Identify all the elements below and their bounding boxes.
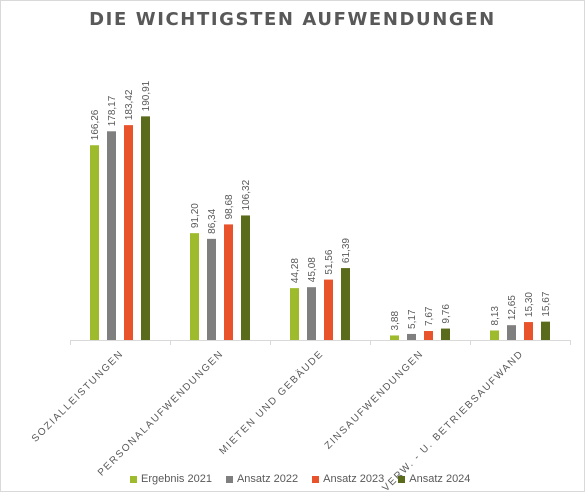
legend-label: Ansatz 2022 <box>236 473 299 485</box>
bar <box>407 333 416 340</box>
bar <box>141 116 150 340</box>
data-label: 51,56 <box>324 249 335 274</box>
legend-swatch <box>130 475 137 483</box>
bar <box>524 322 533 340</box>
legend-item: Ansatz 2022 <box>225 473 299 485</box>
data-label: 98,68 <box>224 194 235 219</box>
legend-swatch <box>225 475 233 483</box>
category-label: MIETEN UND GEBÄUDE <box>217 348 326 457</box>
bar <box>307 287 316 340</box>
legend-item: Ergebnis 2021 <box>130 473 212 485</box>
legend-label: Ansatz 2024 <box>409 473 471 485</box>
bar <box>441 328 450 340</box>
data-label: 106,32 <box>241 179 252 210</box>
bar <box>90 145 99 340</box>
data-label: 166,26 <box>90 109 101 140</box>
data-label: 86,34 <box>207 208 218 233</box>
chart-title: DIE WICHTIGSTEN AUFWENDUNGEN <box>89 9 496 30</box>
legend-item: Ansatz 2024 <box>398 473 470 485</box>
bar <box>290 288 299 340</box>
data-label: 61,39 <box>341 238 352 263</box>
category-label: ZINSAUFWENDUNGEN <box>323 348 426 451</box>
data-label: 44,28 <box>290 258 301 283</box>
legend-swatch <box>398 475 406 483</box>
legend-label: Ergebnis 2021 <box>141 473 212 485</box>
data-label: 8,13 <box>490 306 501 326</box>
bar <box>541 321 550 340</box>
bar <box>324 279 333 340</box>
data-label: 183,42 <box>124 89 135 120</box>
data-label: 9,76 <box>441 304 452 324</box>
bar <box>224 224 233 340</box>
legend-swatch <box>312 475 320 483</box>
data-label: 3,88 <box>390 311 401 331</box>
data-label: 15,30 <box>524 292 535 317</box>
bar <box>390 335 399 340</box>
bar <box>341 268 350 340</box>
data-label: 178,17 <box>107 95 118 126</box>
legend-item: Ansatz 2023 <box>312 473 384 485</box>
bar <box>107 131 116 340</box>
data-label: 12,65 <box>507 295 518 320</box>
bar <box>190 233 199 340</box>
category-label: PERSONALAUFWENDUNGEN <box>96 348 226 478</box>
bar <box>490 330 499 340</box>
chart-legend: Ergebnis 2021 Ansatz 2022 Ansatz 2023 Ansat… <box>130 472 470 486</box>
bar <box>424 331 433 340</box>
bar <box>507 325 516 340</box>
data-label: 91,20 <box>190 203 201 228</box>
data-label: 15,67 <box>541 291 552 316</box>
bar <box>124 125 133 341</box>
bar <box>207 238 216 340</box>
bar <box>241 215 250 340</box>
category-label: SOZIALLEISTUNGEN <box>30 348 126 444</box>
legend-label: Ansatz 2023 <box>323 473 385 485</box>
data-label: 5,17 <box>407 309 418 329</box>
data-label: 45,08 <box>307 257 318 282</box>
data-label: 190,91 <box>141 80 152 111</box>
data-label: 7,67 <box>424 306 435 326</box>
